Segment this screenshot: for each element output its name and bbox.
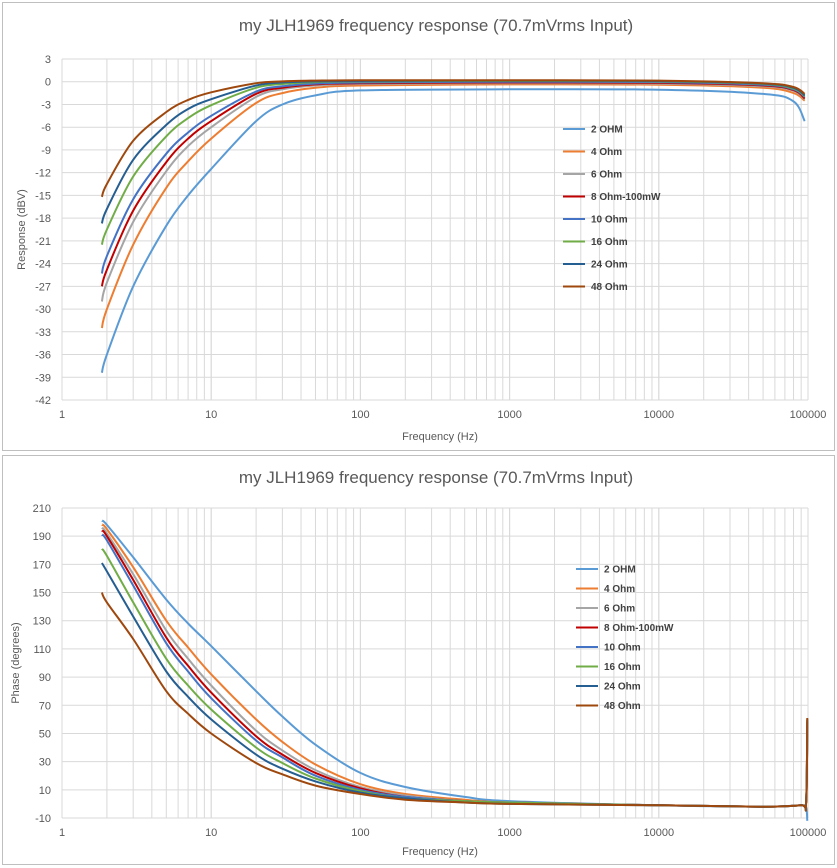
y-tick-label: -33 [35, 327, 51, 339]
series-line [100, 81, 806, 287]
magnitude-chart: my JLH1969 frequency response (70.7mVrms… [16, 16, 827, 443]
legend-label: 4 Ohm [591, 147, 622, 158]
y-tick-label: 130 [33, 616, 51, 628]
y-axis-label: Response (dBV) [16, 189, 28, 270]
x-tick-label: 10 [205, 827, 217, 839]
y-tick-label: -15 [35, 190, 51, 202]
y-tick-label: 210 [33, 503, 51, 515]
legend-label: 10 Ohm [591, 215, 628, 226]
y-tick-label: 70 [39, 700, 51, 712]
series-line [100, 592, 809, 812]
x-axis-label: Frequency (Hz) [402, 846, 478, 858]
x-tick-label: 100 [351, 409, 369, 421]
y-tick-label: 170 [33, 559, 51, 571]
legend-label: 48 Ohm [604, 701, 641, 712]
x-tick-label: 1000 [497, 827, 521, 839]
y-tick-label: -12 [35, 168, 51, 180]
series-line [100, 79, 806, 198]
legend-label: 2 OHM [604, 565, 636, 576]
y-tick-label: -24 [35, 259, 51, 271]
y-tick-label: 190 [33, 531, 51, 543]
series-line [100, 80, 806, 274]
chart-title: my JLH1969 frequency response (70.7mVrms… [239, 468, 633, 487]
series-line [101, 533, 809, 812]
x-tick-label: 1 [59, 409, 65, 421]
series-line [100, 88, 806, 373]
x-tick-label: 10000 [644, 409, 675, 421]
series-line [100, 79, 806, 245]
series-line [100, 83, 806, 329]
chart-title: my JLH1969 frequency response (70.7mVrms… [239, 16, 633, 35]
legend-label: 24 Ohm [604, 682, 641, 693]
series-line [101, 523, 809, 812]
x-tick-label: 1 [59, 827, 65, 839]
legend-label: 24 Ohm [591, 260, 628, 271]
series-line [101, 548, 809, 812]
y-tick-label: -36 [35, 350, 51, 362]
x-tick-label: 100 [351, 827, 369, 839]
y-tick-label: -18 [35, 213, 51, 225]
legend-label: 4 Ohm [604, 584, 635, 595]
y-tick-label: -30 [35, 304, 51, 316]
y-tick-label: 50 [39, 728, 51, 740]
y-tick-label: -42 [35, 395, 51, 407]
legend-label: 48 Ohm [591, 282, 628, 293]
y-tick-label: -21 [35, 236, 51, 248]
y-tick-label: 90 [39, 672, 51, 684]
y-tick-label: -6 [41, 122, 51, 134]
y-tick-label: 30 [39, 757, 51, 769]
y-tick-label: -39 [35, 372, 51, 384]
x-tick-label: 100000 [790, 827, 827, 839]
legend-label: 2 OHM [591, 125, 623, 136]
legend-label: 10 Ohm [604, 643, 641, 654]
y-tick-label: 110 [33, 644, 51, 656]
legend-label: 16 Ohm [604, 662, 641, 673]
y-axis-label: Phase (degrees) [10, 622, 22, 703]
series-line [101, 526, 809, 812]
legend-label: 8 Ohm-100mW [604, 623, 674, 634]
legend-label: 16 Ohm [591, 237, 628, 248]
x-tick-label: 100000 [790, 409, 827, 421]
magnitude-chart-panel: my JLH1969 frequency response (70.7mVrms… [2, 2, 835, 451]
y-tick-label: -3 [41, 99, 51, 111]
phase-chart: my JLH1969 frequency response (70.7mVrms… [10, 468, 827, 858]
legend-label: 6 Ohm [591, 170, 622, 181]
y-tick-label: -10 [35, 813, 51, 825]
legend-label: 6 Ohm [604, 604, 635, 615]
x-tick-label: 10 [205, 409, 217, 421]
legend-label: 8 Ohm-100mW [591, 192, 661, 203]
y-tick-label: 0 [45, 77, 51, 89]
y-tick-label: 10 [39, 785, 51, 797]
y-tick-label: -27 [35, 281, 51, 293]
x-tick-label: 10000 [644, 827, 675, 839]
series-line [100, 82, 806, 302]
y-tick-label: -9 [41, 145, 51, 157]
series-line [101, 562, 809, 812]
y-tick-label: 3 [45, 54, 51, 66]
phase-chart-panel: my JLH1969 frequency response (70.7mVrms… [2, 455, 835, 865]
x-tick-label: 1000 [497, 409, 521, 421]
y-tick-label: 150 [33, 588, 51, 600]
x-axis-label: Frequency (Hz) [402, 431, 478, 443]
series-line [100, 79, 806, 224]
